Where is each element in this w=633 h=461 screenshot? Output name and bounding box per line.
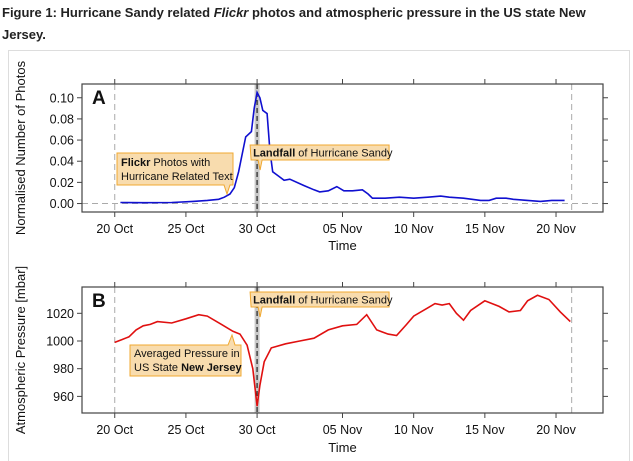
annotation-text: of Hurricane Sandy [295,295,393,307]
svg-text:Averaged Pressure in: Averaged Pressure in [134,348,240,360]
y-tick-label: 0.06 [50,134,74,148]
annotation-text: Hurricane Related Text [121,171,233,183]
y-tick-label: 1020 [46,307,74,321]
caption-text: Figure 1: Hurricane Sandy related [2,5,214,20]
svg-text:Flickr Photos with: Flickr Photos with [121,157,210,169]
x-axis-label: Time [328,440,356,455]
callout-box [249,144,390,171]
x-tick-label: 30 Oct [239,222,276,236]
callout-box [116,152,234,196]
annotation-text: US State [134,362,181,374]
figure-caption: Figure 1: Hurricane Sandy related Flickr… [2,2,630,46]
annotation-text: Landfall [253,295,295,307]
svg-text:Landfall of Hurricane Sandy: Landfall of Hurricane Sandy [253,148,393,160]
y-tick-label: 960 [53,390,74,404]
svg-text:US State New Jersey: US State New Jersey [134,362,243,374]
caption-flickr: Flickr [213,5,249,20]
callout-box [129,333,242,377]
svg-text:Landfall of Hurricane Sandy: Landfall of Hurricane Sandy [253,295,393,307]
x-tick-label: 15 Nov [465,222,505,236]
landfall-callout: Landfall of Hurricane Sandy [249,291,393,318]
annotation-text: Landfall [253,148,295,160]
y-tick-label: 1000 [46,335,74,349]
annotation-text: Averaged Pressure in [134,348,240,360]
panel-label: B [92,291,106,312]
pressure-series-line [114,294,571,407]
x-axis-label: Time [328,238,356,253]
y-axis-label: Atmospheric Pressure [mbar] [13,266,28,434]
svg-text:Hurricane Related Text: Hurricane Related Text [121,171,233,183]
x-tick-label: 05 Nov [323,222,363,236]
annotation-text: New Jersey [181,362,242,374]
panel-A: 20 Oct 25 Oct 30 Oct 05 Nov 10 Nov 15 Nov 20 N… [13,60,608,253]
landfall-callout: Landfall of Hurricane Sandy [249,144,393,171]
figure-frame [8,50,630,461]
x-tick-label: 10 Nov [394,222,434,236]
caption-text-end: photos and atmospheric pressure in the U… [2,5,586,42]
x-tick-label: 25 Oct [168,222,205,236]
y-tick-label: 0.02 [50,176,74,190]
x-tick-label: 15 Nov [465,423,505,437]
x-tick-label: 20 Nov [536,423,576,437]
annotation-text: Flickr [121,157,151,169]
y-tick-label: 0.08 [50,112,74,126]
photos-series-line [120,90,565,204]
y-tick-label: 0.04 [50,155,74,169]
x-tick-label: 25 Oct [168,423,205,437]
y-tick-label: 0.10 [50,91,74,105]
x-tick-label: 10 Nov [394,423,434,437]
callout-box [249,291,390,318]
x-tick-label: 05 Nov [323,423,363,437]
annotation-text: Photos with [150,157,210,169]
series-callout: Averaged Pressure in US State New Jersey [129,333,243,377]
y-tick-label: 980 [53,362,74,376]
annotation-text: of Hurricane Sandy [295,148,393,160]
y-tick-label: 0.00 [50,197,74,211]
landfall-band [254,287,260,413]
x-tick-label: 20 Oct [96,222,133,236]
x-tick-label: 20 Oct [96,423,133,437]
series-callout: Flickr Photos with Hurricane Related Text [116,152,234,196]
panel-B: 20 Oct 25 Oct 30 Oct 05 Nov 10 Nov 15 Nov 20 N… [13,266,608,455]
x-tick-label: 20 Nov [536,222,576,236]
y-axis-label: Normalised Number of Photos [13,60,28,235]
panel-label: A [92,88,106,109]
x-tick-label: 30 Oct [239,423,276,437]
